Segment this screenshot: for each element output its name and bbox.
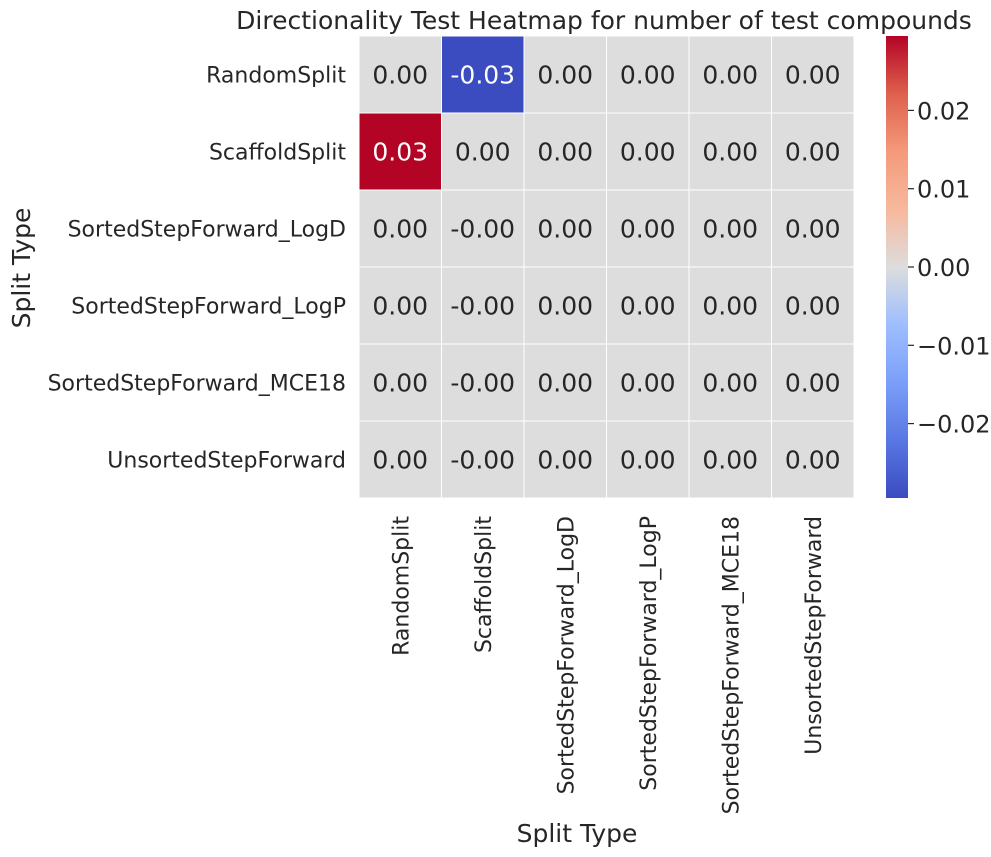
y-tick-label: SortedStepForward_LogD	[68, 218, 346, 243]
cell-annotation: 0.00	[785, 369, 841, 398]
cell-annotation: 0.00	[702, 215, 758, 244]
heatmap-cell	[606, 420, 690, 499]
heatmap-cells	[358, 35, 855, 499]
cell-annotation: 0.00	[537, 446, 593, 475]
cell-annotation: 0.00	[702, 292, 758, 321]
heatmap-cell	[606, 266, 690, 345]
colorbar-tick-label: 0.00	[917, 254, 970, 282]
cell-annotation: 0.00	[785, 138, 841, 167]
colorbar	[886, 36, 908, 498]
cell-annotation: 0.00	[537, 215, 593, 244]
cell-annotation: 0.00	[702, 446, 758, 475]
y-tick-label: UnsortedStepForward	[107, 449, 346, 474]
heatmap-cell	[523, 35, 607, 114]
y-tick-label: SortedStepForward_LogP	[71, 295, 346, 320]
heatmap-cell	[441, 112, 525, 191]
cell-annotation: 0.03	[372, 138, 428, 167]
cell-annotation: 0.00	[620, 446, 676, 475]
cell-annotation: 0.00	[372, 61, 428, 90]
x-axis-label: Split Type	[517, 819, 638, 848]
y-axis-label: Split Type	[7, 208, 36, 329]
x-tick-label: UnsortedStepForward	[802, 516, 827, 755]
cell-annotation: 0.00	[372, 446, 428, 475]
cell-annotation: 0.00	[537, 138, 593, 167]
x-tick-label: RandomSplit	[389, 516, 414, 656]
cell-annotation: 0.00	[372, 292, 428, 321]
colorbar-tick-label: −0.01	[917, 332, 991, 360]
cell-annotation: 0.00	[620, 138, 676, 167]
cell-annotation: 0.00	[620, 292, 676, 321]
cell-annotation: 0.00	[620, 61, 676, 90]
heatmap-cell	[771, 35, 855, 114]
cell-annotation: 0.00	[620, 215, 676, 244]
chart-title: Directionality Test Heatmap for number o…	[236, 6, 972, 35]
cell-annotation: 0.00	[372, 369, 428, 398]
cell-annotation: 0.00	[537, 292, 593, 321]
heatmap-cell	[688, 189, 772, 268]
heatmap-cell	[441, 35, 525, 114]
heatmap-cell	[441, 189, 525, 268]
heatmap-cell	[771, 343, 855, 422]
heatmap-cell-annotations: 0.00 -0.03 0.00 0.00 0.00 0.00 0.03 0.00 0.00 0.0…	[372, 61, 840, 475]
heatmap-cell	[606, 112, 690, 191]
cell-annotation: -0.00	[450, 292, 515, 321]
y-tick-label: ScaffoldSplit	[209, 141, 346, 166]
heatmap-cell	[606, 189, 690, 268]
cell-annotation: 0.00	[537, 61, 593, 90]
x-tick-label: SortedStepForward_LogP	[637, 516, 662, 791]
x-tick-labels: RandomSplit ScaffoldSplit SortedStepForwar…	[389, 516, 827, 815]
cell-annotation: 0.00	[455, 138, 511, 167]
heatmap-cell	[358, 343, 442, 422]
heatmap-cell	[688, 343, 772, 422]
cell-annotation: 0.00	[785, 292, 841, 321]
cell-annotation: 0.00	[620, 369, 676, 398]
cell-annotation: 0.00	[537, 369, 593, 398]
heatmap-cell	[771, 266, 855, 345]
cell-annotation: -0.03	[450, 61, 515, 90]
x-tick-label: SortedStepForward_MCE18	[719, 516, 744, 814]
heatmap-cell	[688, 420, 772, 499]
cell-annotation: 0.00	[785, 61, 841, 90]
colorbar-tick-label: −0.02	[917, 411, 991, 439]
heatmap-cell	[771, 112, 855, 191]
cell-annotation: 0.00	[372, 215, 428, 244]
cell-annotation: -0.00	[450, 446, 515, 475]
heatmap-cell	[688, 266, 772, 345]
heatmap-cell	[358, 420, 442, 499]
heatmap-cell	[606, 35, 690, 114]
heatmap-cell	[688, 35, 772, 114]
heatmap-cell	[606, 343, 690, 422]
heatmap-cell	[523, 343, 607, 422]
y-tick-label: SortedStepForward_MCE18	[48, 372, 346, 397]
heatmap-cell	[358, 189, 442, 268]
heatmap-cell	[441, 266, 525, 345]
cell-annotation: 0.00	[702, 61, 758, 90]
y-tick-label: RandomSplit	[206, 64, 346, 89]
heatmap-cell	[358, 35, 442, 114]
cell-annotation: 0.00	[702, 138, 758, 167]
y-tick-labels: RandomSplit ScaffoldSplit SortedStepForwar…	[48, 64, 347, 474]
heatmap-cell	[771, 189, 855, 268]
cell-annotation: 0.00	[785, 215, 841, 244]
cell-annotation: -0.00	[450, 369, 515, 398]
x-tick-label: ScaffoldSplit	[472, 516, 497, 653]
heatmap-cell	[771, 420, 855, 499]
cell-annotation: 0.00	[785, 446, 841, 475]
colorbar-tick-label: 0.02	[917, 97, 970, 125]
heatmap-cell	[358, 266, 442, 345]
colorbar-tick-label: 0.01	[917, 176, 970, 204]
x-tick-label: SortedStepForward_LogD	[554, 516, 579, 794]
colorbar-ticks: 0.02 0.01 0.00 −0.01 −0.02	[908, 97, 991, 439]
cell-annotation: 0.00	[702, 369, 758, 398]
cell-annotation: -0.00	[450, 215, 515, 244]
heatmap-cell	[523, 266, 607, 345]
